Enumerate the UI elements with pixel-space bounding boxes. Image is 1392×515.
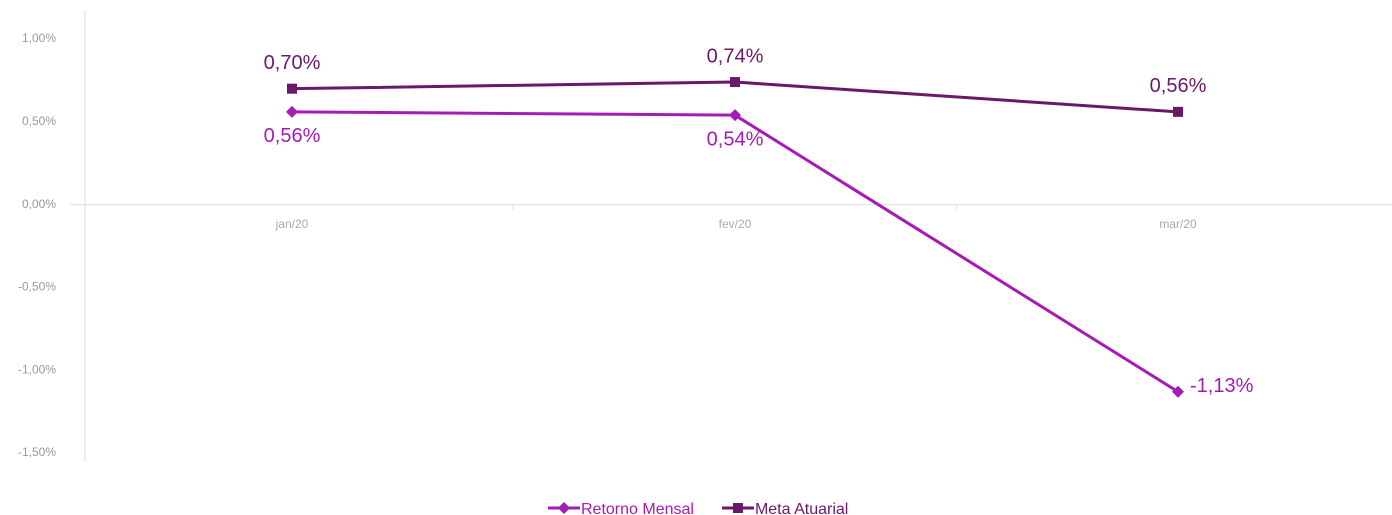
y-tick-label: 0,50% [22,114,56,128]
data-point [729,109,741,122]
y-tick-label: -1,50% [18,445,56,459]
data-label: 0,70% [264,52,321,74]
x-tick-label: mar/20 [1159,217,1197,231]
legend-marker [732,503,743,513]
legend-label: Meta Atuarial [755,501,848,515]
series-line [291,110,1179,394]
legend-marker [558,502,570,514]
data-point [1172,385,1184,398]
x-tick-label: jan/20 [275,217,309,231]
data-label: 0,56% [1150,75,1207,97]
y-tick-label: -1,00% [18,362,56,376]
data-point [286,105,298,118]
data-label: 0,56% [264,125,321,147]
data-point [730,77,740,88]
data-label: -1,13% [1190,375,1254,397]
x-tick-label: fev/20 [719,217,752,231]
data-label: 0,54% [707,128,764,150]
legend-label: Retorno Mensal [581,501,694,515]
data-label: 0,74% [707,45,764,67]
data-point [287,83,297,94]
y-tick-label: 0,00% [22,197,56,211]
y-tick-label: -0,50% [18,280,56,294]
y-tick-label: 1,00% [22,31,56,45]
data-point [1173,106,1183,117]
